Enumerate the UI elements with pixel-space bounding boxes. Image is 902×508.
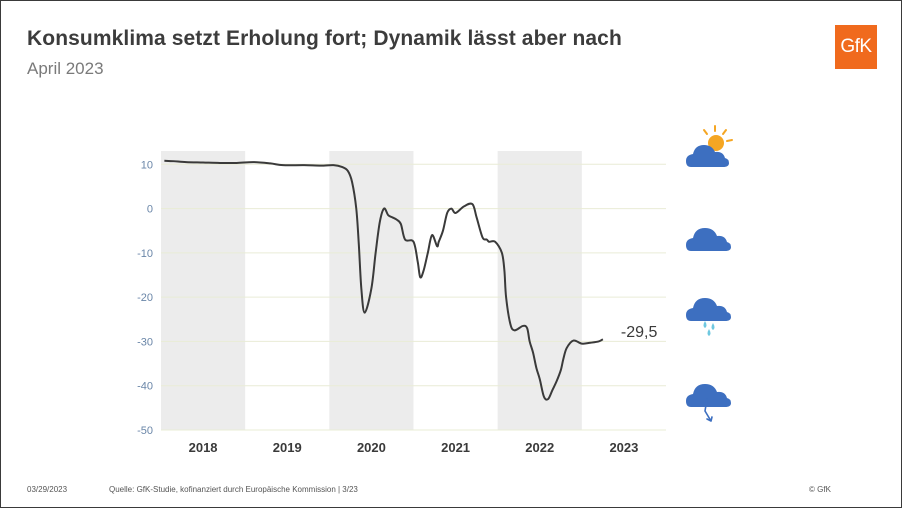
y-tick-label: -10 <box>137 248 153 260</box>
x-tick-label: 2018 <box>189 440 218 455</box>
shaded-year-band <box>161 151 246 430</box>
sun-cloud-icon <box>686 125 733 167</box>
x-tick-label: 2023 <box>609 440 638 455</box>
footer-date: 03/29/2023 <box>27 485 68 494</box>
y-tick-label: -40 <box>137 381 153 393</box>
y-tick-label: 10 <box>141 159 153 171</box>
storm-cloud-icon <box>686 384 731 422</box>
cloud-icon <box>686 228 731 251</box>
rain-cloud-icon <box>686 298 731 336</box>
chart-title: Konsumklima setzt Erholung fort; Dynamik… <box>27 27 622 50</box>
x-tick-label: 2019 <box>273 440 302 455</box>
footer-source: Quelle: GfK-Studie, kofinanziert durch E… <box>109 485 358 494</box>
last-value-label: -29,5 <box>621 324 658 341</box>
y-tick-label: 0 <box>147 204 153 216</box>
y-tick-label: -50 <box>137 425 153 437</box>
y-tick-label: -20 <box>137 292 153 304</box>
y-tick-label: -30 <box>137 336 153 348</box>
gfk-logo: GfK <box>835 25 877 69</box>
series-line <box>164 159 604 401</box>
x-tick-label: 2022 <box>525 440 554 455</box>
x-tick-label: 2021 <box>441 440 470 455</box>
shaded-year-band <box>497 151 582 430</box>
footer-copyright: © GfK <box>809 485 831 494</box>
chart-subtitle: April 2023 <box>27 59 104 78</box>
x-tick-label: 2020 <box>357 440 386 455</box>
